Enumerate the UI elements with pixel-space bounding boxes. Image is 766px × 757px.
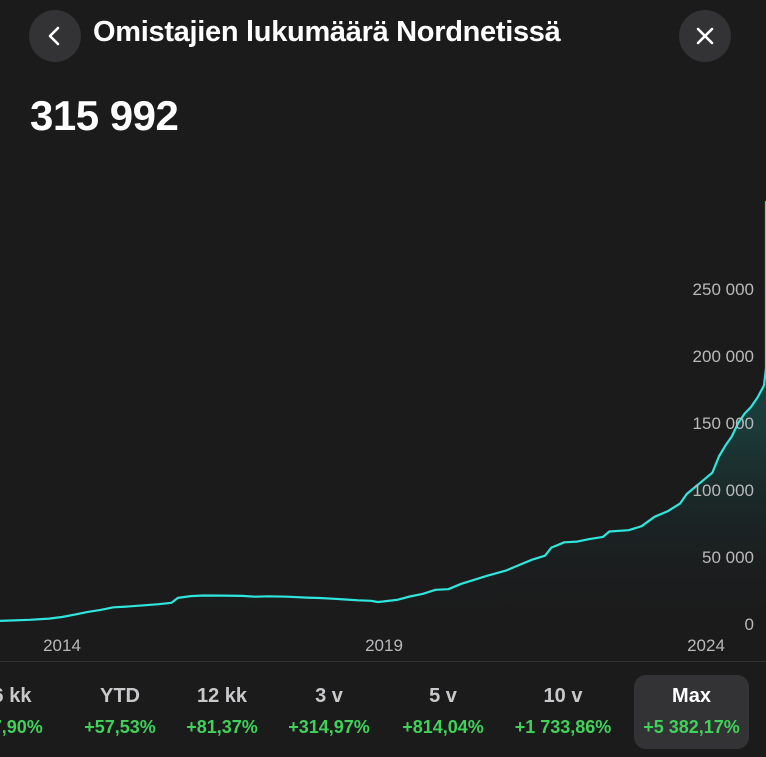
period-label: 3 v: [315, 685, 343, 707]
header: Omistajien lukumäärä Nordnetissä: [0, 0, 766, 70]
y-tick-label: 200 000: [693, 347, 754, 366]
period-change: +5 382,17%: [643, 717, 740, 737]
period-change: +57,53%: [84, 717, 156, 737]
period-label: Max: [672, 685, 711, 707]
period-3v[interactable]: 3 v +314,97%: [278, 675, 380, 749]
period-label: 12 kk: [196, 685, 248, 707]
x-tick-label: 2019: [365, 636, 403, 655]
y-tick-label: 50 000: [702, 548, 754, 567]
current-value: 315 992: [30, 92, 179, 139]
period-ytd[interactable]: YTD +57,53%: [74, 675, 166, 749]
x-tick-label: 2024: [687, 636, 725, 655]
divider: [0, 661, 766, 662]
period-change: +814,04%: [402, 717, 484, 737]
y-tick-label: 150 000: [693, 414, 754, 433]
period-label: YTD: [100, 685, 140, 707]
period-10v[interactable]: 10 v +1 733,86%: [504, 675, 622, 749]
period-selector: 6 kk +7,90% YTD +57,53% 12 kk +81,37% 3 …: [0, 675, 766, 749]
period-change: +81,37%: [186, 717, 258, 737]
period-label: 5 v: [429, 685, 457, 707]
period-max[interactable]: Max +5 382,17%: [634, 675, 749, 749]
owners-chart: 0 50 000 100 000 150 000 200 000 250 000 2014…: [0, 200, 766, 655]
x-tick-label: 2014: [43, 636, 81, 655]
period-label: 10 v: [543, 685, 583, 707]
series-area: [0, 201, 766, 624]
y-tick-label: 0: [745, 615, 754, 634]
page-title: Omistajien lukumäärä Nordnetissä: [93, 16, 561, 48]
period-12kk[interactable]: 12 kk +81,37%: [176, 675, 268, 749]
period-5v[interactable]: 5 v +814,04%: [392, 675, 494, 749]
close-icon: [696, 27, 714, 45]
period-change: +1 733,86%: [514, 717, 612, 737]
y-tick-label: 100 000: [693, 481, 754, 500]
chevron-left-icon: [48, 26, 60, 46]
period-change: +314,97%: [288, 717, 370, 737]
y-tick-label: 250 000: [693, 280, 754, 299]
close-button[interactable]: [679, 10, 731, 62]
back-button[interactable]: [29, 10, 81, 62]
period-change: +7,90%: [0, 717, 43, 737]
period-6kk[interactable]: 6 kk +7,90%: [0, 675, 60, 749]
series-line: [0, 200, 766, 622]
period-label: 6 kk: [0, 685, 32, 707]
